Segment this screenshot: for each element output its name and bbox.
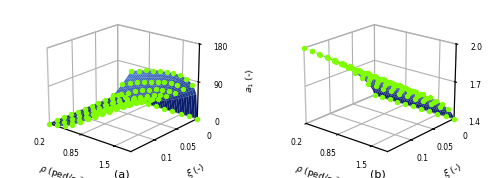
Text: (a): (a) (114, 169, 130, 178)
Y-axis label: $\xi$ (-): $\xi$ (-) (184, 161, 208, 178)
X-axis label: $\rho$ (ped/m$^2$): $\rho$ (ped/m$^2$) (294, 161, 345, 178)
Y-axis label: $\xi$ (-): $\xi$ (-) (442, 161, 464, 178)
X-axis label: $\rho$ (ped/m$^2$): $\rho$ (ped/m$^2$) (36, 161, 88, 178)
Text: (b): (b) (370, 169, 386, 178)
